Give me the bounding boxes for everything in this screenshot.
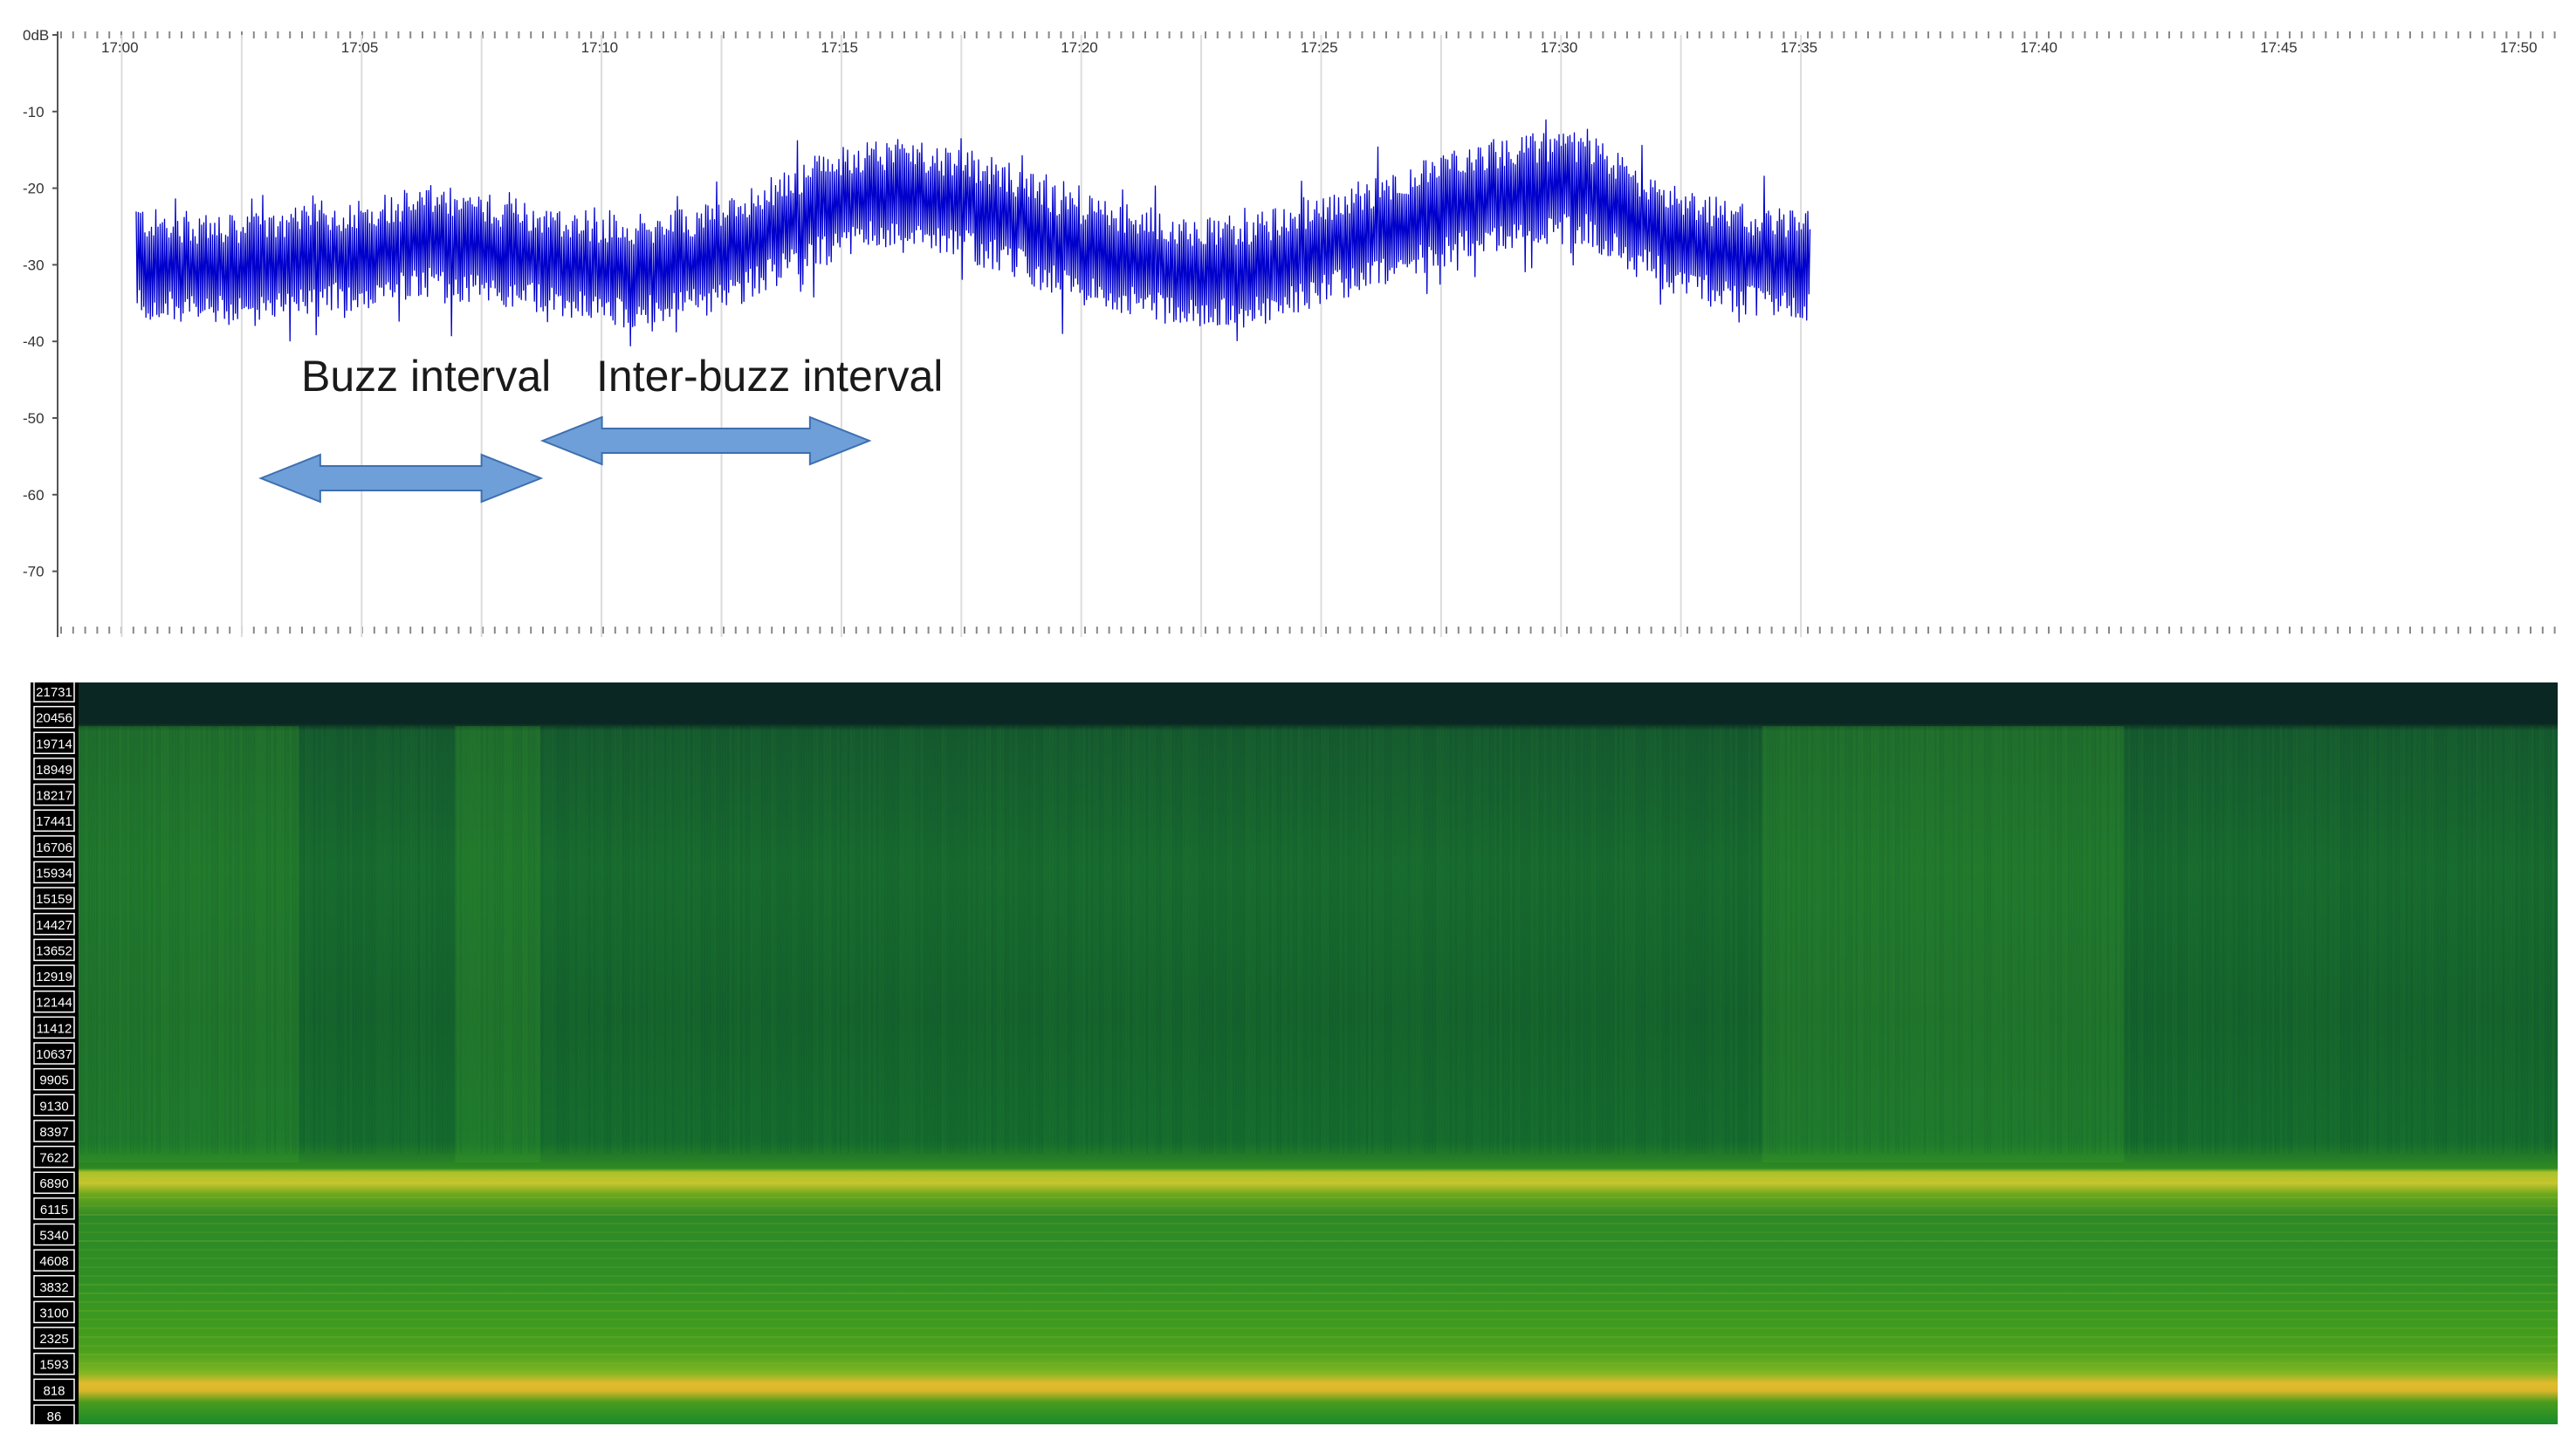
x-tick-label: 17:30: [1541, 39, 1578, 56]
frequency-tick-box: [33, 1016, 75, 1039]
frequency-tick-label: 17441: [36, 814, 72, 829]
y-tick-label: -10: [23, 104, 45, 120]
frequency-tick-box: [33, 913, 75, 936]
buzz-interval-label: Buzz interval: [301, 352, 552, 401]
frequency-tick-box: [33, 731, 75, 755]
activity-interval: [455, 726, 540, 1162]
frequency-tick-label: 86: [47, 1409, 62, 1424]
frequency-tick-box: [33, 1352, 75, 1375]
frequency-tick-label: 4608: [39, 1254, 68, 1269]
x-tick-label: 17:50: [2500, 39, 2538, 56]
y-tick-label: -70: [23, 564, 45, 580]
x-tick-label: 17:45: [2260, 39, 2298, 56]
y-tick-label: -60: [23, 487, 45, 504]
frequency-tick-box: [33, 1404, 75, 1424]
frequency-tick-label: 15934: [36, 867, 72, 881]
frequency-tick-label: 8397: [39, 1125, 68, 1140]
y-tick-label: -40: [23, 333, 45, 350]
frequency-tick-box: [33, 1145, 75, 1169]
activity-interval: [1762, 726, 1784, 1162]
frequency-tick-label: 7622: [39, 1151, 68, 1166]
waveform-panel: 0dB -10 -20 -30 -40 -50 -60 -70 -80 17:00 17:05 17:…: [17, 16, 2566, 641]
frequency-tick-label: 16706: [36, 840, 72, 855]
frequency-tick-box: [33, 1197, 75, 1220]
frequency-tick-box: [33, 1249, 75, 1272]
interbuzz-interval-label: Inter-buzz interval: [596, 352, 944, 401]
frequency-tick-label: 19714: [36, 737, 72, 751]
frequency-tick-label: 21731: [36, 685, 72, 700]
spectrogram-chart: 2173120456197141894918217174411670615934…: [31, 682, 2558, 1424]
activity-interval: [249, 726, 299, 1162]
y-tick-label: -80: [23, 640, 45, 641]
frequency-tick-label: 5340: [39, 1229, 68, 1244]
y-tick-label: 0dB: [23, 27, 49, 44]
frequency-tick-box: [33, 1094, 75, 1117]
x-tick-label: 17:25: [1301, 39, 1338, 56]
frequency-tick-label: 15159: [36, 892, 72, 907]
x-tick-label: 17:00: [101, 39, 139, 56]
frequency-tick-label: 818: [43, 1383, 65, 1398]
y-tick-label: -30: [23, 257, 45, 273]
frequency-tick-box: [33, 990, 75, 1013]
frequency-tick-box: [33, 1042, 75, 1065]
buzz-interval-arrow: [258, 453, 544, 504]
frequency-tick-box: [33, 783, 75, 806]
frequency-tick-box: [33, 938, 75, 962]
activity-interval: [79, 726, 250, 1162]
interbuzz-interval-arrow: [539, 415, 872, 466]
frequency-tick-label: 12144: [36, 996, 72, 1011]
frequency-tick-label: 3832: [39, 1280, 68, 1295]
frequency-tick-box: [33, 1223, 75, 1246]
frequency-tick-box: [33, 887, 75, 909]
spectrogram-panel: 21731 20456 19714 18949 18217 17441 16706 15934…: [31, 682, 2562, 1424]
frequency-tick-box: [33, 1067, 75, 1091]
frequency-tick-box: [33, 1120, 75, 1142]
frequency-tick-box: [33, 1171, 75, 1194]
frequency-tick-label: 13652: [36, 943, 72, 958]
frequency-tick-label: 2325: [39, 1332, 68, 1347]
frequency-tick-box: [33, 1300, 75, 1324]
y-tick-label: -20: [23, 181, 45, 197]
waveform-chart: 0dB -10 -20 -30 -40 -50 -60 -70 -80 17:00 17:05 17:…: [23, 27, 2556, 641]
activity-interval: [1783, 726, 2125, 1162]
frequency-tick-box: [33, 705, 75, 729]
frequency-tick-box: [33, 835, 75, 858]
x-tick-label: 17:35: [1781, 39, 1818, 56]
frequency-tick-label: 18217: [36, 789, 72, 804]
spectrogram-field: [79, 682, 2558, 1424]
y-tick-label: -50: [23, 410, 45, 427]
frequency-tick-box: [33, 809, 75, 832]
waveform-series: [135, 119, 1811, 346]
frequency-tick-label: 9905: [39, 1073, 68, 1088]
frequency-tick-label: 20456: [36, 711, 72, 726]
frequency-tick-box: [33, 964, 75, 987]
frequency-tick-label: 14427: [36, 918, 72, 933]
frequency-tick-label: 1593: [39, 1358, 68, 1373]
x-tick-label: 17:05: [341, 39, 379, 56]
frequency-tick-label: 18949: [36, 763, 72, 778]
frequency-tick-label: 6890: [39, 1176, 68, 1191]
frequency-tick-label: 10637: [36, 1047, 72, 1062]
frequency-tick-label: 6115: [40, 1203, 68, 1217]
frequency-tick-label: 12919: [36, 970, 72, 984]
frequency-tick-label: 9130: [39, 1099, 68, 1114]
frequency-tick-label: 3100: [39, 1306, 68, 1320]
frequency-tick-box: [33, 861, 75, 884]
frequency-tick-box: [33, 758, 75, 780]
x-tick-label: 17:40: [2020, 39, 2057, 56]
frequency-tick-box: [33, 682, 75, 703]
x-tick-label: 17:20: [1061, 39, 1098, 56]
frequency-tick-box: [33, 1275, 75, 1298]
frequency-tick-box: [33, 1327, 75, 1349]
frequency-tick-box: [33, 1378, 75, 1402]
x-tick-label: 17:10: [581, 39, 619, 56]
x-tick-label: 17:15: [821, 39, 858, 56]
frequency-tick-label: 11412: [37, 1021, 72, 1036]
